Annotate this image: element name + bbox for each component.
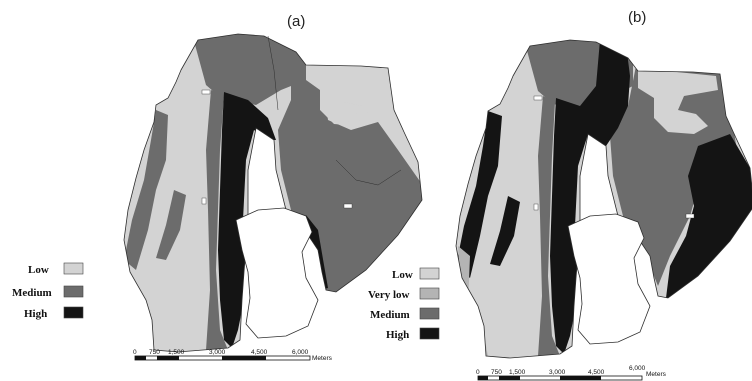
map-a-scale-tick-3: 3,000 xyxy=(209,349,226,356)
map-a-medium-north xyxy=(191,34,306,105)
map-b-high-center xyxy=(550,40,630,354)
map-a-legend-low-label: Low xyxy=(28,264,49,276)
map-b-legend-high-swatch xyxy=(419,327,440,340)
map-a-lake xyxy=(235,207,319,339)
map-a-scale-bar: 0 750 1,500 3,000 4,500 6,000 Meters xyxy=(133,349,333,362)
map-b-scale-unit: Meters xyxy=(646,371,667,378)
map-b-legend-medium-label: Medium xyxy=(370,309,410,321)
map-a-legend-low-swatch xyxy=(63,262,84,275)
map-b-scale-tick-2: 1,500 xyxy=(509,369,526,376)
map-a-scale-tick-0: 0 xyxy=(133,349,137,356)
map-b xyxy=(455,39,752,359)
map-b-legend-low-swatch xyxy=(419,267,440,280)
map-b-low-island-east xyxy=(638,68,718,134)
map-a-medium-west-arm xyxy=(124,110,168,270)
map-b-high-arm-2 xyxy=(490,196,520,266)
map-b-legend-very-low-label: Very low xyxy=(368,289,410,301)
map-b-legend: Low Very low Medium High xyxy=(368,267,440,341)
map-b-legend-very-low-swatch xyxy=(419,287,440,300)
map-a-scale-tick-4: 4,500 xyxy=(251,349,268,356)
map-b-scale-bar: 0 750 1,500 3,000 4,500 6,000 Meters xyxy=(476,365,667,381)
map-a-legend-high-label: High xyxy=(24,308,47,320)
map-a-legend-high-swatch xyxy=(63,306,84,319)
map-a-medium-west-strip xyxy=(206,90,228,350)
map-b-lake xyxy=(567,213,651,345)
map-b-scale-tick-0: 0 xyxy=(476,369,480,376)
map-a-scale-tick-5: 6,000 xyxy=(292,349,309,356)
map-a-legend-medium-label: Medium xyxy=(12,287,52,299)
map-b-medium-east xyxy=(610,56,738,286)
map-b-scale-tick-3: 3,000 xyxy=(549,369,566,376)
map-a-medium-arm-2 xyxy=(156,190,186,260)
map-a-legend-medium-swatch xyxy=(63,285,84,298)
map-b-label: (b) xyxy=(628,9,646,26)
map-a-label: (a) xyxy=(287,13,305,30)
map-b-legend-high-label: High xyxy=(386,329,409,341)
map-b-legend-low-label: Low xyxy=(392,269,413,281)
map-b-legend-medium-swatch xyxy=(419,307,440,320)
map-a-low-island-east xyxy=(306,60,384,126)
map-b-medium-west-strip xyxy=(538,96,560,356)
map-b-high-east xyxy=(666,134,752,298)
map-b-scale-tick-1: 750 xyxy=(491,369,502,376)
map-a-low-island-2 xyxy=(346,112,370,122)
map-b-high-west-arm xyxy=(456,111,502,278)
map-a-high-zone xyxy=(218,92,276,348)
map-b-scale-tick-4: 4,500 xyxy=(588,369,605,376)
map-a-scale-tick-1: 750 xyxy=(149,349,160,356)
map-a-scale-unit: Meters xyxy=(312,355,333,362)
map-b-low-island-2 xyxy=(680,120,702,130)
map-a-legend: Low Medium High xyxy=(12,262,84,320)
map-b-scale-tick-5: 6,000 xyxy=(629,365,646,372)
map-a xyxy=(123,33,423,353)
map-a-scale-tick-2: 1,500 xyxy=(168,349,185,356)
